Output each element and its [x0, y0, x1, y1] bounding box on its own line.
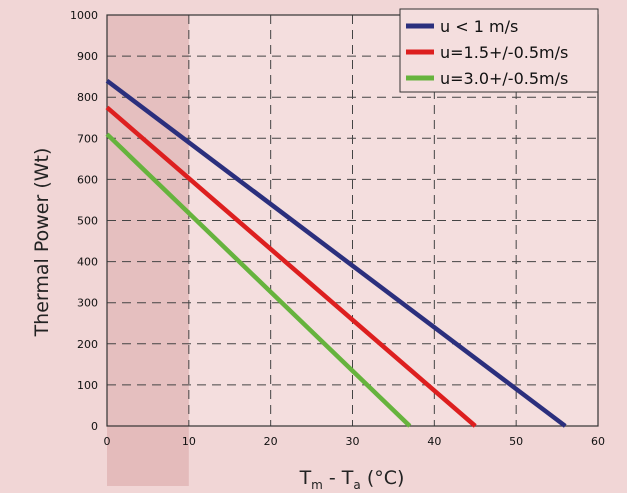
y-tick-label: 800	[77, 91, 98, 104]
x-tick-label: 40	[427, 435, 441, 448]
y-tick-label: 100	[77, 379, 98, 392]
y-tick-label: 300	[77, 297, 98, 310]
x-axis-label: Tm - Ta (°C)	[299, 467, 405, 492]
series-line	[105, 132, 412, 428]
y-tick-label: 400	[77, 256, 98, 269]
y-tick-label: 700	[77, 132, 98, 145]
x-tick-label: 60	[591, 435, 605, 448]
y-tick-label: 500	[77, 215, 98, 228]
series-line	[105, 105, 477, 428]
y-axis-label: Thermal Power (Wt)	[31, 148, 53, 338]
legend-label: u < 1 m/s	[440, 17, 518, 36]
legend-label: u=3.0+/-0.5m/s	[440, 69, 568, 88]
x-tick-label: 10	[182, 435, 196, 448]
x-tick-label: 0	[104, 435, 111, 448]
y-tick-label: 600	[77, 173, 98, 186]
y-tick-label: 900	[77, 50, 98, 63]
shaded-region	[107, 15, 189, 486]
plot-frame	[106, 14, 599, 427]
x-tick-label: 20	[264, 435, 278, 448]
legend: u < 1 m/s u=1.5+/-0.5m/s u=3.0+/-0.5m/s	[399, 8, 599, 93]
series-line	[105, 78, 567, 428]
x-tick-label: 30	[346, 435, 360, 448]
y-tick-label: 1000	[70, 9, 98, 22]
x-tick-label: 50	[509, 435, 523, 448]
legend-label: u=1.5+/-0.5m/s	[440, 43, 568, 62]
y-tick-label: 200	[77, 338, 98, 351]
y-tick-label: 0	[91, 420, 98, 433]
